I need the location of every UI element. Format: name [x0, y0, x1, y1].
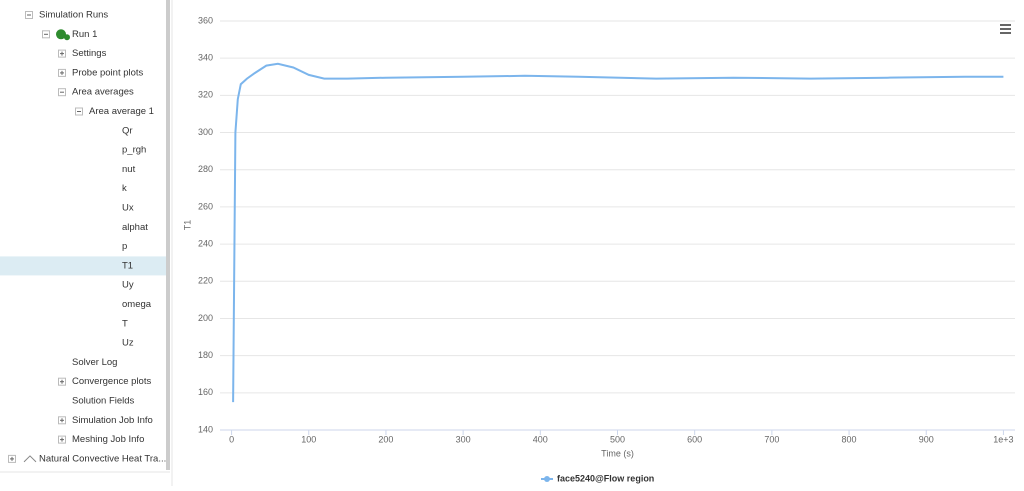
tree-item-label[interactable]: Meshing Job Info: [72, 434, 144, 445]
x-tick-label: 300: [456, 434, 471, 444]
y-tick-label: 220: [198, 276, 213, 286]
menu-bar: [1000, 24, 1011, 26]
tree-item-label[interactable]: Solution Fields: [72, 396, 135, 407]
y-tick-label: 200: [198, 313, 213, 323]
tree-item-label[interactable]: Simulation Runs: [39, 10, 108, 21]
x-tick-label: 900: [919, 434, 934, 444]
menu-bar: [1000, 32, 1011, 34]
x-tick-label: 1e+3: [993, 434, 1013, 444]
tree-item-label[interactable]: omega: [122, 299, 152, 310]
legend-label[interactable]: face5240@Flow region: [557, 473, 654, 483]
x-tick-label: 200: [378, 434, 393, 444]
tree-item-label[interactable]: Uz: [122, 338, 134, 349]
x-tick-label: 400: [533, 434, 548, 444]
scrollbar[interactable]: [166, 0, 170, 470]
run-icon: [64, 34, 70, 41]
tree-item-label[interactable]: Area averages: [72, 87, 134, 98]
chart: 140 160 180 200 220 240 260 280 300 320 340 360 0 100…: [182, 15, 1015, 483]
tree-item-label[interactable]: p_rgh: [122, 145, 146, 156]
tree-item-label[interactable]: Qr: [122, 125, 133, 136]
tree-item-label[interactable]: Ux: [122, 203, 134, 214]
y-tick-label: 300: [198, 127, 213, 137]
run-icon: [56, 29, 66, 40]
tree-item-label[interactable]: Run 1: [72, 29, 97, 40]
y-tick-label: 260: [198, 201, 213, 211]
sidebar: [0, 0, 170, 486]
tree-item-label[interactable]: Natural Convective Heat Tra...: [39, 453, 166, 464]
y-tick-label: 180: [198, 350, 213, 360]
data-line: [232, 62, 1004, 403]
y-tick-label: 140: [198, 424, 213, 434]
x-tick-label: 0: [229, 434, 234, 444]
y-tick-label: 160: [198, 387, 213, 397]
y-tick-label: 240: [198, 238, 213, 248]
x-tick-label: 100: [301, 434, 316, 444]
x-tick-label: 800: [842, 434, 857, 444]
tree-item-label[interactable]: T1: [122, 260, 133, 271]
x-tick-label: 700: [764, 434, 779, 444]
y-tick-label: 360: [198, 15, 213, 25]
tree-item-label[interactable]: Settings: [72, 48, 107, 59]
tree-item-label[interactable]: Probe point plots: [72, 67, 144, 78]
y-tick-label: 320: [198, 90, 213, 100]
y-axis-label: T1: [182, 220, 192, 231]
tree-item-label[interactable]: T: [122, 318, 128, 329]
tree: Simulation Runs Run 1 Settings Probe point …: [0, 10, 166, 464]
selected-row: [0, 256, 166, 276]
tree-item-label[interactable]: alphat: [122, 222, 148, 233]
tree-item-label[interactable]: Uy: [122, 280, 134, 291]
tree-item-label[interactable]: Solver Log: [72, 357, 117, 368]
y-tick-label: 340: [198, 53, 213, 63]
tree-item-label[interactable]: Area average 1: [89, 106, 154, 117]
tree-item-label[interactable]: Convergence plots: [72, 376, 151, 387]
menu-bar: [1000, 28, 1011, 30]
tree-item-label[interactable]: Simulation Job Info: [72, 415, 153, 426]
x-tick-label: 500: [610, 434, 625, 444]
tree-item-label[interactable]: k: [122, 183, 127, 194]
legend-marker: [544, 476, 550, 482]
chart-menu[interactable]: [1000, 24, 1011, 34]
y-tick-label: 280: [198, 164, 213, 174]
x-axis-label: Time (s): [601, 448, 634, 458]
x-tick-label: 600: [687, 434, 702, 444]
project-icon: [23, 455, 37, 463]
tree-item-label[interactable]: nut: [122, 164, 136, 175]
tree-item-label[interactable]: p: [122, 241, 127, 252]
